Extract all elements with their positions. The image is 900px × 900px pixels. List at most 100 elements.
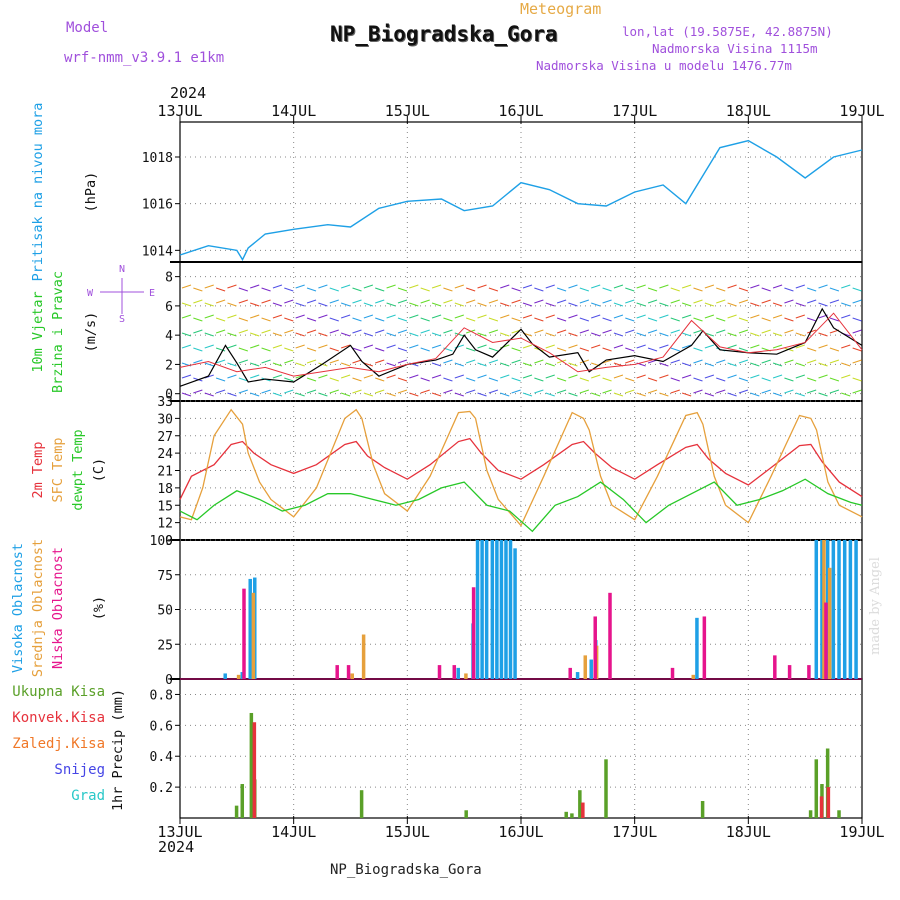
- x-tick-label-top: 16JUL: [498, 102, 543, 120]
- wind-barb: [386, 374, 396, 379]
- cloud-bar: [575, 672, 580, 679]
- wind-barb: [602, 287, 612, 292]
- wind-barb: [409, 332, 419, 337]
- wind-barb: [613, 302, 624, 307]
- wind-barb: [250, 302, 260, 307]
- wind-barb: [795, 314, 805, 319]
- wind-barb: [397, 359, 408, 364]
- wind-barb: [306, 329, 317, 334]
- wind-barb: [340, 362, 351, 367]
- wind-barb: [488, 317, 499, 322]
- wind-barb: [704, 362, 715, 367]
- wind-barb: [465, 287, 476, 292]
- compass-e: E: [149, 288, 155, 299]
- wind-barb: [318, 314, 328, 319]
- wind-barb: [534, 329, 544, 334]
- wind-barb: [693, 317, 703, 322]
- wind-barb: [522, 392, 533, 397]
- wind-barb: [250, 374, 260, 379]
- wind-barb: [647, 329, 658, 334]
- wind-barb: [545, 284, 555, 289]
- x-tick-label-top: 17JUL: [612, 102, 657, 120]
- cloud-bar: [346, 665, 351, 679]
- wind-barb: [602, 389, 612, 394]
- wind-barb: [704, 284, 715, 289]
- wind-barb: [579, 329, 590, 334]
- wind-barb: [409, 392, 419, 397]
- wind-barb: [386, 302, 396, 307]
- y-tick-label: 8: [165, 271, 173, 286]
- wind-barb: [340, 284, 351, 289]
- wind-barb: [340, 344, 351, 349]
- wind-barb: [204, 392, 214, 397]
- wind-barb: [568, 374, 578, 379]
- wind-barb: [420, 377, 430, 382]
- wind-barb: [556, 299, 567, 304]
- wind-barb: [261, 287, 271, 292]
- wind-barb: [795, 392, 805, 397]
- wind-barb: [477, 332, 487, 337]
- wind-barb: [829, 347, 840, 352]
- x-tick-label-bottom: 18JUL: [726, 823, 771, 841]
- wind-barb: [670, 287, 680, 292]
- wind-barb: [284, 287, 294, 292]
- wind-barb: [477, 314, 487, 319]
- wind-barb: [681, 362, 692, 367]
- wind-barb: [363, 362, 374, 367]
- wind-barb: [397, 317, 408, 322]
- y-tick-label: 27: [157, 430, 173, 445]
- wind-barb: [693, 329, 703, 334]
- wind-barb: [318, 302, 328, 307]
- wind-barb: [238, 347, 249, 352]
- wind-barb: [829, 299, 840, 304]
- wind-barb: [215, 287, 226, 292]
- wind-barb: [375, 377, 385, 382]
- wind-barb: [613, 332, 624, 337]
- wind-barb: [602, 329, 612, 334]
- wind-barb: [363, 284, 374, 289]
- wind-barb: [681, 314, 692, 319]
- wind-gust-line: [179, 312, 863, 377]
- cloud-bar: [854, 540, 858, 679]
- wind-barb: [284, 317, 294, 322]
- wind-barb: [500, 314, 510, 319]
- wind-barb: [613, 344, 624, 349]
- wind-barb: [841, 344, 851, 349]
- wind-barb: [295, 362, 305, 367]
- cloud-bar: [568, 667, 572, 679]
- wind-barb: [545, 374, 555, 379]
- wind-barb: [806, 377, 817, 382]
- wind-barb: [511, 287, 521, 292]
- wind-barb: [465, 389, 476, 394]
- wind-barb: [556, 287, 567, 292]
- precip-bar: [359, 790, 364, 818]
- wind-barb: [522, 374, 533, 379]
- wind-barb: [454, 302, 464, 307]
- wind-barb: [181, 332, 192, 337]
- wind-barb: [443, 299, 453, 304]
- wind-barb: [772, 314, 783, 319]
- wind-barb: [488, 329, 499, 334]
- wind-barb: [204, 332, 214, 337]
- wind-barb: [295, 392, 305, 397]
- wind-barb: [545, 332, 555, 337]
- wind-unit-label: (m/s): [83, 312, 99, 353]
- wind-barb: [534, 317, 544, 322]
- wind-barb: [795, 332, 805, 337]
- precip-label-hail: Grad: [71, 788, 105, 804]
- wind-barb: [193, 299, 203, 304]
- wind-barb: [704, 302, 715, 307]
- wind-axis-label-1: 10m Vjetar: [30, 291, 46, 372]
- wind-barb: [761, 317, 771, 322]
- wind-barb: [261, 359, 271, 364]
- cloud-bar: [508, 540, 513, 679]
- wind-barb: [750, 284, 760, 289]
- wind-barb: [602, 347, 612, 352]
- cloud-bar: [787, 665, 792, 679]
- wind-barb: [204, 302, 214, 307]
- wind-barb: [727, 302, 737, 307]
- wind-barb: [352, 389, 362, 394]
- wind-barb: [568, 392, 578, 397]
- wind-barb: [659, 374, 669, 379]
